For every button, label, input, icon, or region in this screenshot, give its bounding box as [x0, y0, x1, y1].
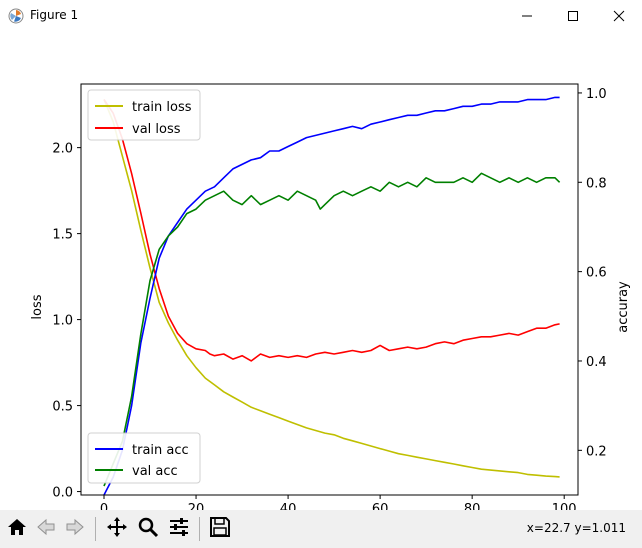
series-line-val-loss	[103, 99, 560, 362]
y2-tick-label: 0.4	[586, 355, 607, 370]
y-tick-label: 2.0	[52, 142, 73, 157]
legend-label-val-loss: val loss	[132, 122, 181, 137]
home-icon	[6, 516, 28, 542]
configure-button[interactable]	[166, 515, 192, 543]
x-tick-label: 0	[100, 502, 108, 510]
x-tick-label: 20	[188, 502, 205, 510]
save-button[interactable]	[207, 515, 233, 543]
plot-frame	[80, 83, 579, 496]
x-tick-label: 40	[280, 502, 297, 510]
matplotlib-icon	[8, 8, 24, 24]
y2-tick-label: 0.8	[586, 176, 607, 191]
zoom-button[interactable]	[135, 515, 161, 543]
legend-loss: train loss val loss	[87, 89, 201, 141]
x-tick-label: 60	[372, 502, 389, 510]
plot-area	[81, 84, 578, 495]
navigation-toolbar: x=22.7 y=1.011	[0, 510, 642, 548]
toolbar-separator	[199, 517, 200, 541]
chart-svg: 0 20 40 60 80 100 0.0 0.5 1.0 1.5 2.0 0.2 0.4 0.6 0.8 1…	[30, 83, 631, 528]
back-button[interactable]	[33, 515, 59, 543]
magnifier-icon	[137, 516, 159, 542]
y2-axis-label: accuray	[616, 281, 631, 333]
series-line-val-acc	[103, 172, 561, 487]
back-arrow-icon	[35, 516, 57, 542]
x-tick-label: 100	[552, 502, 577, 510]
close-button[interactable]	[596, 0, 642, 32]
y-axis-label: loss	[30, 294, 45, 319]
y2-tick-label: 1.0	[586, 87, 607, 102]
sliders-icon	[168, 516, 190, 542]
home-button[interactable]	[4, 515, 30, 543]
figure-canvas[interactable]: 0 20 40 60 80 100 0.0 0.5 1.0 1.5 2.0 0.2 0.4 0.6 0.8 1…	[0, 32, 642, 528]
window-title: Figure 1	[30, 8, 79, 22]
series-line-train-acc	[103, 96, 560, 496]
y-tick-label: 0.0	[52, 486, 73, 501]
cursor-coordinates: x=22.7 y=1.011	[526, 521, 626, 535]
legend-acc: train acc val acc	[87, 432, 201, 484]
y-tick-label: 0.5	[52, 400, 73, 415]
legend-label-val-acc: val acc	[132, 464, 178, 479]
legend-label-train-loss: train loss	[132, 100, 192, 115]
toolbar-separator	[95, 517, 96, 541]
y-tick-label: 1.0	[52, 314, 73, 329]
floppy-disk-icon	[209, 516, 231, 542]
maximize-icon	[567, 7, 579, 26]
title-bar: Figure 1	[0, 0, 642, 32]
move-icon	[106, 516, 128, 542]
maximize-button[interactable]	[550, 0, 596, 32]
forward-arrow-icon	[64, 516, 86, 542]
series-line-train-loss	[103, 99, 560, 478]
x-tick-label: 80	[464, 502, 481, 510]
minimize-button[interactable]	[504, 0, 550, 32]
y-tick-label: 1.5	[52, 228, 73, 243]
y2-tick-label: 0.6	[586, 266, 607, 281]
legend-label-train-acc: train acc	[132, 443, 189, 458]
y2-tick-label: 0.2	[586, 444, 607, 459]
forward-button[interactable]	[62, 515, 88, 543]
pan-button[interactable]	[104, 515, 130, 543]
close-icon	[613, 7, 625, 26]
minimize-icon	[521, 7, 533, 26]
